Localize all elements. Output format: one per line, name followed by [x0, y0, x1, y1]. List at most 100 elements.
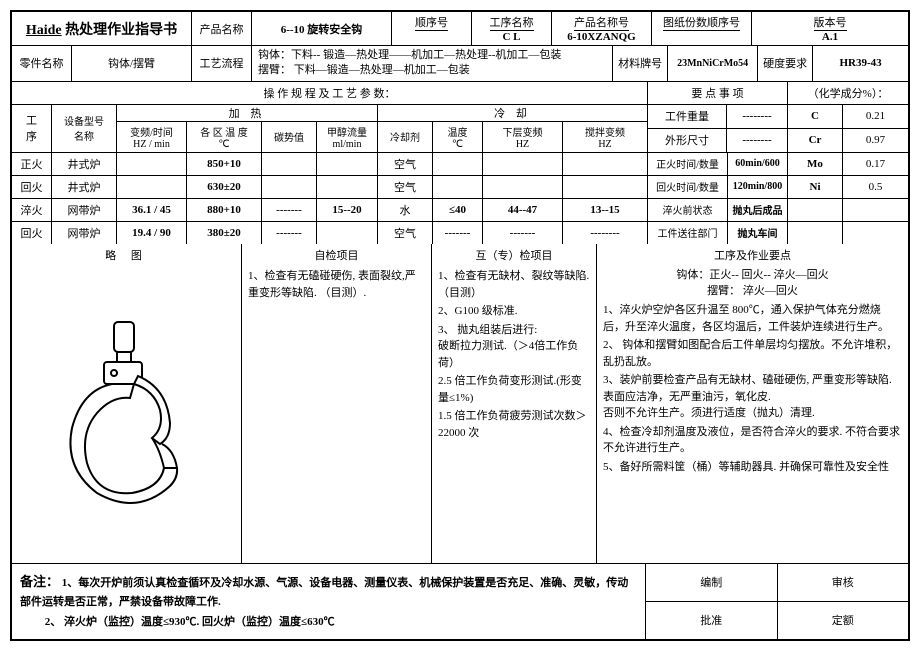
notes-lead: 备注：: [20, 574, 59, 589]
list-item: 1、检查有无缺材、裂纹等缺陷.（目测）: [438, 268, 590, 301]
flow-line-2: 摆臂： 下料—锻造—热处理—机加工—包装: [258, 64, 470, 76]
list-item: 2、G100 级标准.: [438, 303, 590, 320]
list-item: 5、备好所需料筐（桶）等辅助器具. 并确保可靠性及安全性: [603, 459, 902, 476]
bar-right-a: 要 点 事 项: [648, 82, 788, 104]
signature-block: 编制 审核 批准 定额: [646, 564, 908, 639]
right-info-2: C 0.21 Cr 0.97: [788, 105, 908, 152]
prod-code-value: 6-10XZANQG: [567, 31, 635, 43]
points-list: 1、淬火炉空炉各区升温至 800℃，通入保护气体充分燃烧后，升至淬火温度，各区均…: [603, 302, 902, 475]
col-zone: 各 区 温 度 ℃: [187, 122, 262, 152]
approve-label: 批准: [646, 602, 778, 639]
table-row: 淬火网带炉36.1 / 45880+10-------15--20水≤4044-…: [12, 199, 908, 222]
list-item: 3、装炉前要检查产品有无缺材、磕碰硬伤, 严重变形等缺陷. 表面应洁净，无严重油…: [603, 372, 902, 422]
points-subhead: 钩体：正火-- 回火-- 淬火—回火摆臂： 淬火—回火: [603, 268, 902, 299]
proc-name-value: C L: [502, 31, 520, 43]
list-item: 1、淬火炉空炉各区升温至 800℃，通入保护气体充分燃烧后，升至淬火温度，各区均…: [603, 302, 902, 335]
col-temp: 温度 ℃: [433, 122, 483, 152]
heat-group: 加 热 变频/时间 HZ / min 各 区 温 度 ℃ 碳势值 甲醇流量 ml…: [117, 105, 378, 152]
header-row-2: 零件名称 钩体/摆臂 工艺流程 钩体：下料-- 锻造—热处理——机加工—热处理-…: [12, 46, 908, 82]
points-title: 工序及作业要点: [603, 248, 902, 265]
mutual-check-title: 互（专）检项目: [438, 248, 590, 265]
heat-title: 加 热: [117, 105, 377, 122]
data-rows: 正火井式炉850+10空气正火时间/数量60min/600Mo0.17回火井式炉…: [12, 153, 908, 244]
part-value: 钩体/摆臂: [72, 46, 192, 81]
c-value: 0.21: [843, 105, 908, 128]
col-stirf: 搅拌变频 HZ: [563, 122, 647, 152]
size-label: 外形尺寸: [648, 129, 727, 152]
material-value: 23MnNiCrMo54: [668, 46, 758, 81]
product-name-label: 产品名称: [192, 12, 252, 45]
notes-row: 备注： 1、每次开炉前须认真检查循环及冷却水源、气源、设备电器、测量仪表、机械保…: [12, 564, 908, 639]
version-label: 版本号: [814, 14, 847, 31]
weight-label: 工件重量: [648, 105, 727, 128]
version-col: 版本号 A.1: [752, 12, 908, 45]
work-instruction-sheet: Haide 热处理作业指导书 产品名称 6--10 旋转安全钩 顺序号 工序名称…: [10, 10, 910, 641]
quota-label: 定额: [778, 602, 909, 639]
part-label: 零件名称: [12, 46, 72, 81]
list-item: 1.5 倍工作负荷疲劳测试次数＞22000 次: [438, 408, 590, 441]
col-carbon: 碳势值: [262, 122, 317, 152]
cr-label: Cr: [788, 129, 843, 152]
proc-name-col: 工序名称 C L: [472, 12, 552, 45]
right-info-1: 工件重量 -------- 外形尺寸 --------: [648, 105, 788, 152]
bar-left: 操 作 规 程 及 工 艺 参 数：: [12, 82, 648, 104]
list-item: 1、检查有无磕碰硬伤, 表面裂纹,严重变形等缺陷. （目测）.: [248, 268, 425, 301]
self-check-list: 1、检查有无磕碰硬伤, 表面裂纹,严重变形等缺陷. （目测）.: [248, 268, 425, 301]
table-row: 回火井式炉630±20空气回火时间/数量120min/800Ni0.5: [12, 176, 908, 199]
prod-code-label: 产品名称号: [574, 14, 629, 31]
col-lowf: 下层变频 HZ: [483, 122, 563, 152]
weight-value: --------: [727, 105, 787, 128]
hook-icon: [42, 318, 212, 508]
points-head-line: 摆臂： 淬火—回火: [603, 284, 902, 299]
col-freq: 变频/时间 HZ / min: [117, 122, 187, 152]
table-row: 正火井式炉850+10空气正火时间/数量60min/600Mo0.17: [12, 153, 908, 176]
points-head-line: 钩体：正火-- 回火-- 淬火—回火: [603, 268, 902, 283]
drawing-label: 图纸份数顺序号: [663, 14, 740, 31]
col-coolant: 冷却剂: [378, 122, 433, 152]
proc-name-label: 工序名称: [490, 14, 534, 31]
mid-section: 略 图: [12, 244, 908, 564]
flow-label: 工艺流程: [192, 46, 252, 81]
list-item: 2、 钩体和摆臂如图配合后工件单层均匀摆放。不允许堆积，乱扔乱放。: [603, 337, 902, 370]
edit-label: 编制: [646, 564, 778, 601]
list-item: 3、 抛丸组装后进行: 破断拉力测试.（＞4倍工作负荷）: [438, 322, 590, 372]
cr-value: 0.97: [843, 129, 908, 152]
prod-code-col: 产品名称号 6-10XZANQG: [552, 12, 652, 45]
col-meth: 甲醇流量 ml/min: [317, 122, 377, 152]
doc-title: Haide 热处理作业指导书: [12, 12, 192, 45]
header-row-1: Haide 热处理作业指导书 产品名称 6--10 旋转安全钩 顺序号 工序名称…: [12, 12, 908, 46]
list-item: 2.5 倍工作负荷变形测试.(形变量≤1%): [438, 373, 590, 406]
figure-column: 略 图: [12, 244, 242, 563]
col-proc: 工 序: [12, 105, 52, 152]
points-column: 工序及作业要点 钩体：正火-- 回火-- 淬火—回火摆臂： 淬火—回火 1、淬火…: [597, 244, 908, 563]
hardness-label: 硬度要求: [758, 46, 813, 81]
cool-title: 冷 却: [378, 105, 647, 122]
flow-text: 钩体：下料-- 锻造—热处理——机加工—热处理--机加工—包装 摆臂： 下料—锻…: [252, 46, 613, 81]
size-value: --------: [727, 129, 787, 152]
mutual-check-column: 互（专）检项目 1、检查有无缺材、裂纹等缺陷.（目测） 2、G100 级标准. 3、…: [432, 244, 597, 563]
seq-col: 顺序号: [392, 12, 472, 45]
figure-title: 略 图: [18, 248, 235, 265]
notes-2: 2、 淬火炉（监控）温度≤930℃. 回火炉（监控）温度≤630℃: [45, 616, 335, 628]
notes-1: 1、每次开炉前须认真检查循环及冷却水源、气源、设备电器、测量仪表、机械保护装置是…: [20, 577, 628, 609]
hardness-value: HR39-43: [813, 46, 908, 81]
notes-text: 备注： 1、每次开炉前须认真检查循环及冷却水源、气源、设备电器、测量仪表、机械保…: [12, 564, 646, 639]
mutual-check-list: 1、检查有无缺材、裂纹等缺陷.（目测） 2、G100 级标准. 3、 抛丸组装后进行…: [438, 268, 590, 441]
bar-right-b: （化学成分%）：: [788, 82, 908, 104]
material-label: 材料牌号: [613, 46, 668, 81]
version-value: A.1: [822, 31, 838, 43]
hook-diagram: [18, 268, 235, 558]
drawing-col: 图纸份数顺序号: [652, 12, 752, 45]
flow-line-1: 钩体：下料-- 锻造—热处理——机加工—热处理--机加工—包装: [258, 49, 561, 61]
table-row: 回火网带炉19.4 / 90380±20-------空气-----------…: [12, 222, 908, 244]
col-equip: 设备型号 名称: [52, 105, 117, 152]
self-check-title: 自检项目: [248, 248, 425, 265]
c-label: C: [788, 105, 843, 128]
self-check-column: 自检项目 1、检查有无磕碰硬伤, 表面裂纹,严重变形等缺陷. （目测）.: [242, 244, 432, 563]
section-bar: 操 作 规 程 及 工 艺 参 数： 要 点 事 项 （化学成分%）：: [12, 82, 908, 105]
list-item: 4、检查冷却剂温度及液位，是否符合淬火的要求. 不符合要求不允许进行生产。: [603, 424, 902, 457]
param-header: 工 序 设备型号 名称 加 热 变频/时间 HZ / min 各 区 温 度 ℃…: [12, 105, 908, 153]
product-name: 6--10 旋转安全钩: [252, 12, 392, 45]
review-label: 审核: [778, 564, 909, 601]
seq-label: 顺序号: [415, 14, 448, 31]
